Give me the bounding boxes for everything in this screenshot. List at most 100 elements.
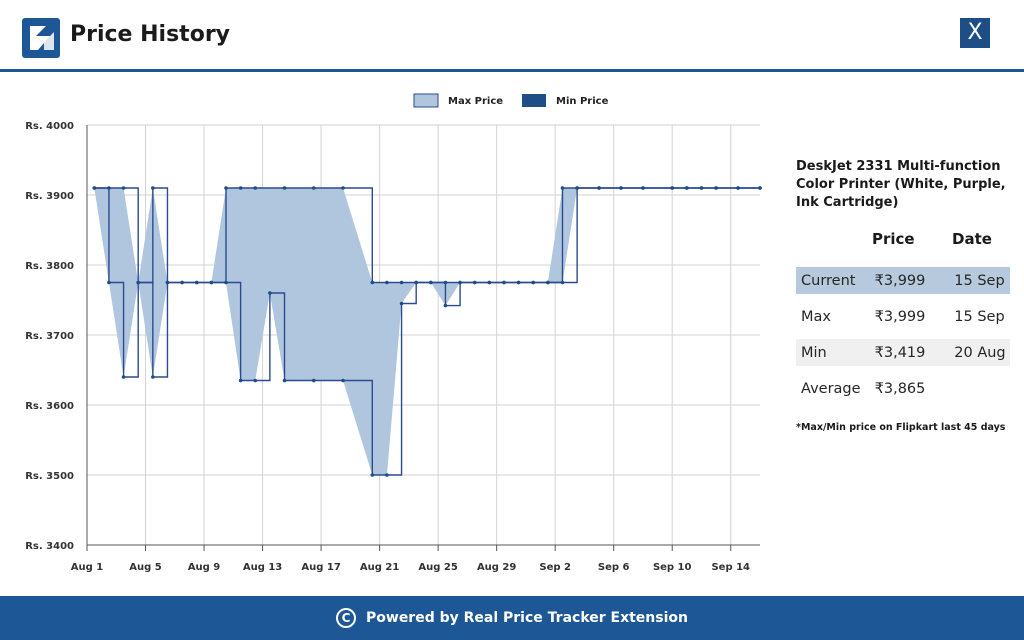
x-tick-label: Aug 21 [360,562,399,573]
x-tick-label: Aug 5 [129,562,161,573]
max-price-point [385,280,389,285]
table-row-max: Max ₹3,999 15 Sep [796,303,1010,330]
x-tick-label: Aug 17 [301,562,340,573]
min-price-point [136,280,141,285]
row-label: Min [801,344,827,361]
table-row-average: Average ₹3,865 [796,375,1010,402]
max-price-point [238,186,243,190]
min-price-point [531,280,536,285]
min-price-point [282,378,287,383]
price-table: Price Date Current ₹3,999 15 Sep Max ₹3,… [796,230,1010,402]
max-price-point [560,186,565,190]
x-tick-label: Aug 1 [71,562,103,573]
price-tracker-logo-icon [22,18,60,58]
min-price-point [180,280,184,285]
min-price-point [685,186,689,190]
row-label: Current [801,272,856,289]
min-price-point [575,186,579,190]
row-date: 20 Aug [954,344,1006,361]
x-tick-label: Sep 6 [598,562,630,573]
min-price-point [151,375,155,379]
min-price-point [414,280,418,285]
table-row-current: Current ₹3,999 15 Sep [796,267,1010,294]
min-price-point [370,473,375,477]
min-price-point [253,378,258,383]
x-tick-label: Aug 13 [243,562,282,573]
max-price-line [94,187,760,284]
min-price-point [268,291,272,295]
x-tick-label: Sep 14 [711,562,750,573]
row-price: ₹3,999 [874,272,926,289]
price-table-header: Price Date [796,230,1010,258]
min-price-point [311,378,316,383]
min-price-point [458,280,462,285]
header-label [796,230,872,258]
row-price: ₹3,865 [874,380,926,397]
y-tick-label: Rs. 3600 [25,401,74,412]
legend-label-max: Max Price [448,96,503,107]
min-price-point [429,280,433,285]
product-name: DeskJet 2331 Multi-function Color Printe… [796,159,1006,210]
row-date: 15 Sep [954,272,1005,289]
x-tick-label: Aug 25 [418,562,457,573]
min-price-point [597,186,601,190]
y-tick-label: Rs. 3700 [25,331,74,342]
max-price-point [399,280,404,285]
price-summary-panel: DeskJet 2331 Multi-function Color Printe… [796,158,1012,433]
min-price-point [560,280,565,285]
y-tick-label: Rs. 4000 [25,121,74,132]
min-price-point [107,280,111,285]
y-tick-label: Rs. 3800 [25,261,74,272]
max-price-point [341,186,345,190]
price-history-chart: Rs. 3400 Rs. 3500 Rs. 3600 Rs. 3700 Rs. 3800… [25,93,762,573]
x-tick-label: Sep 10 [653,562,692,573]
price-note: *Max/Min price on Flipkart last 45 days [796,422,1006,433]
row-price: ₹3,419 [874,344,926,361]
max-price-point [224,186,228,190]
max-price-point [443,280,448,285]
min-price-point [502,280,506,285]
min-price-point [209,280,214,285]
copyright-icon: C [336,608,356,628]
min-price-point [224,280,228,285]
min-price-point [165,280,170,285]
y-tick-label: Rs. 3500 [25,471,74,482]
footer: C Powered by Real Price Tracker Extensio… [0,596,1024,640]
header-date: Date [952,230,992,248]
min-price-point [194,280,199,285]
min-price-point [546,280,550,285]
legend-label-min: Min Price [556,96,609,107]
footer-text: Powered by Real Price Tracker Extension [366,610,688,626]
min-price-point [736,186,740,190]
min-price-point [758,186,762,190]
min-price-point [487,280,492,285]
min-price-point [699,186,704,190]
max-price-point [151,186,155,190]
row-price: ₹3,999 [874,308,926,325]
legend-swatch-max [413,93,439,108]
min-price-point [516,280,521,285]
max-price-point [370,280,375,285]
max-price-point [253,186,258,190]
row-date: 15 Sep [954,308,1005,325]
min-price-point [641,186,645,190]
price-band-area [94,188,761,475]
min-price-point [443,303,448,308]
min-price-line [94,187,760,476]
min-price-point [92,186,97,190]
x-tick-label: Aug 29 [477,562,516,573]
x-tick-label: Sep 2 [539,562,571,573]
header-price: Price [872,230,915,248]
row-label: Max [801,308,831,325]
min-price-point [399,301,404,306]
max-price-point [311,186,316,190]
legend-swatch-min [522,94,546,107]
price-chart: Rs. 3400 Rs. 3500 Rs. 3600 Rs. 3700 Rs. 3800… [0,76,790,586]
min-price-point [341,378,345,383]
min-price-point [670,186,675,190]
min-price-point [121,375,126,379]
close-button[interactable]: X [960,18,990,48]
min-price-point [472,280,477,285]
min-price-point [714,186,718,190]
page-title: Price History [70,22,231,47]
